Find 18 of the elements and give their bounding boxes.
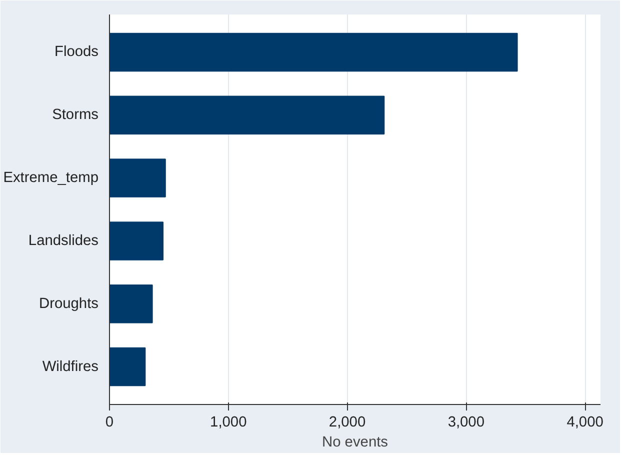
y-tick-label: Wildfires (42, 358, 99, 375)
bar (110, 96, 385, 135)
x-tick-label: 4,000 (566, 414, 604, 430)
y-tick-label: Landslides (28, 232, 99, 249)
y-tick-label: Floods (54, 44, 99, 60)
x-axis-title: No events (322, 434, 388, 450)
y-tick-label: Storms (52, 107, 99, 124)
y-tick-label: Droughts (39, 296, 99, 312)
x-tick-label: 1,000 (210, 414, 247, 430)
bar (110, 284, 153, 324)
bar (110, 347, 146, 386)
y-tick-label: Extreme_temp (3, 170, 99, 186)
bar (110, 222, 164, 260)
bar (110, 32, 518, 72)
bar (110, 158, 166, 198)
x-tick-label: 0 (105, 414, 114, 430)
x-tick-label: 3,000 (448, 414, 485, 430)
x-tick-label: 2,000 (328, 414, 366, 430)
